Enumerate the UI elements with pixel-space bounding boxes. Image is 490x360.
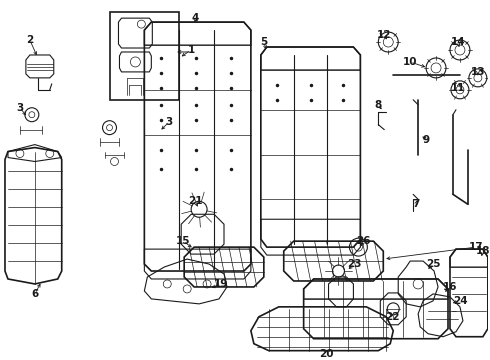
Text: 25: 25 [426,259,441,269]
Text: 21: 21 [188,196,202,206]
Text: 5: 5 [260,37,268,47]
Text: 13: 13 [470,67,485,77]
Text: 12: 12 [377,30,392,40]
Text: 20: 20 [319,348,334,359]
Text: 3: 3 [166,117,173,127]
Text: 18: 18 [476,246,490,256]
Text: 6: 6 [31,289,39,299]
Text: 2: 2 [26,35,33,45]
Text: 24: 24 [453,296,467,306]
Text: 26: 26 [356,236,370,246]
Text: 23: 23 [347,259,362,269]
Text: 15: 15 [176,236,191,246]
Text: 9: 9 [422,135,430,145]
Text: 16: 16 [443,282,457,292]
Text: 22: 22 [385,312,399,322]
Text: 7: 7 [413,199,420,209]
Bar [109,12,179,100]
Text: 10: 10 [403,57,417,67]
Text: 8: 8 [375,100,382,110]
Text: 17: 17 [468,242,483,252]
Text: 14: 14 [451,37,465,47]
Text: 4: 4 [192,13,199,23]
Text: 19: 19 [214,279,228,289]
Text: 3: 3 [16,103,24,113]
Text: 11: 11 [451,83,465,93]
Text: 1: 1 [188,45,195,55]
